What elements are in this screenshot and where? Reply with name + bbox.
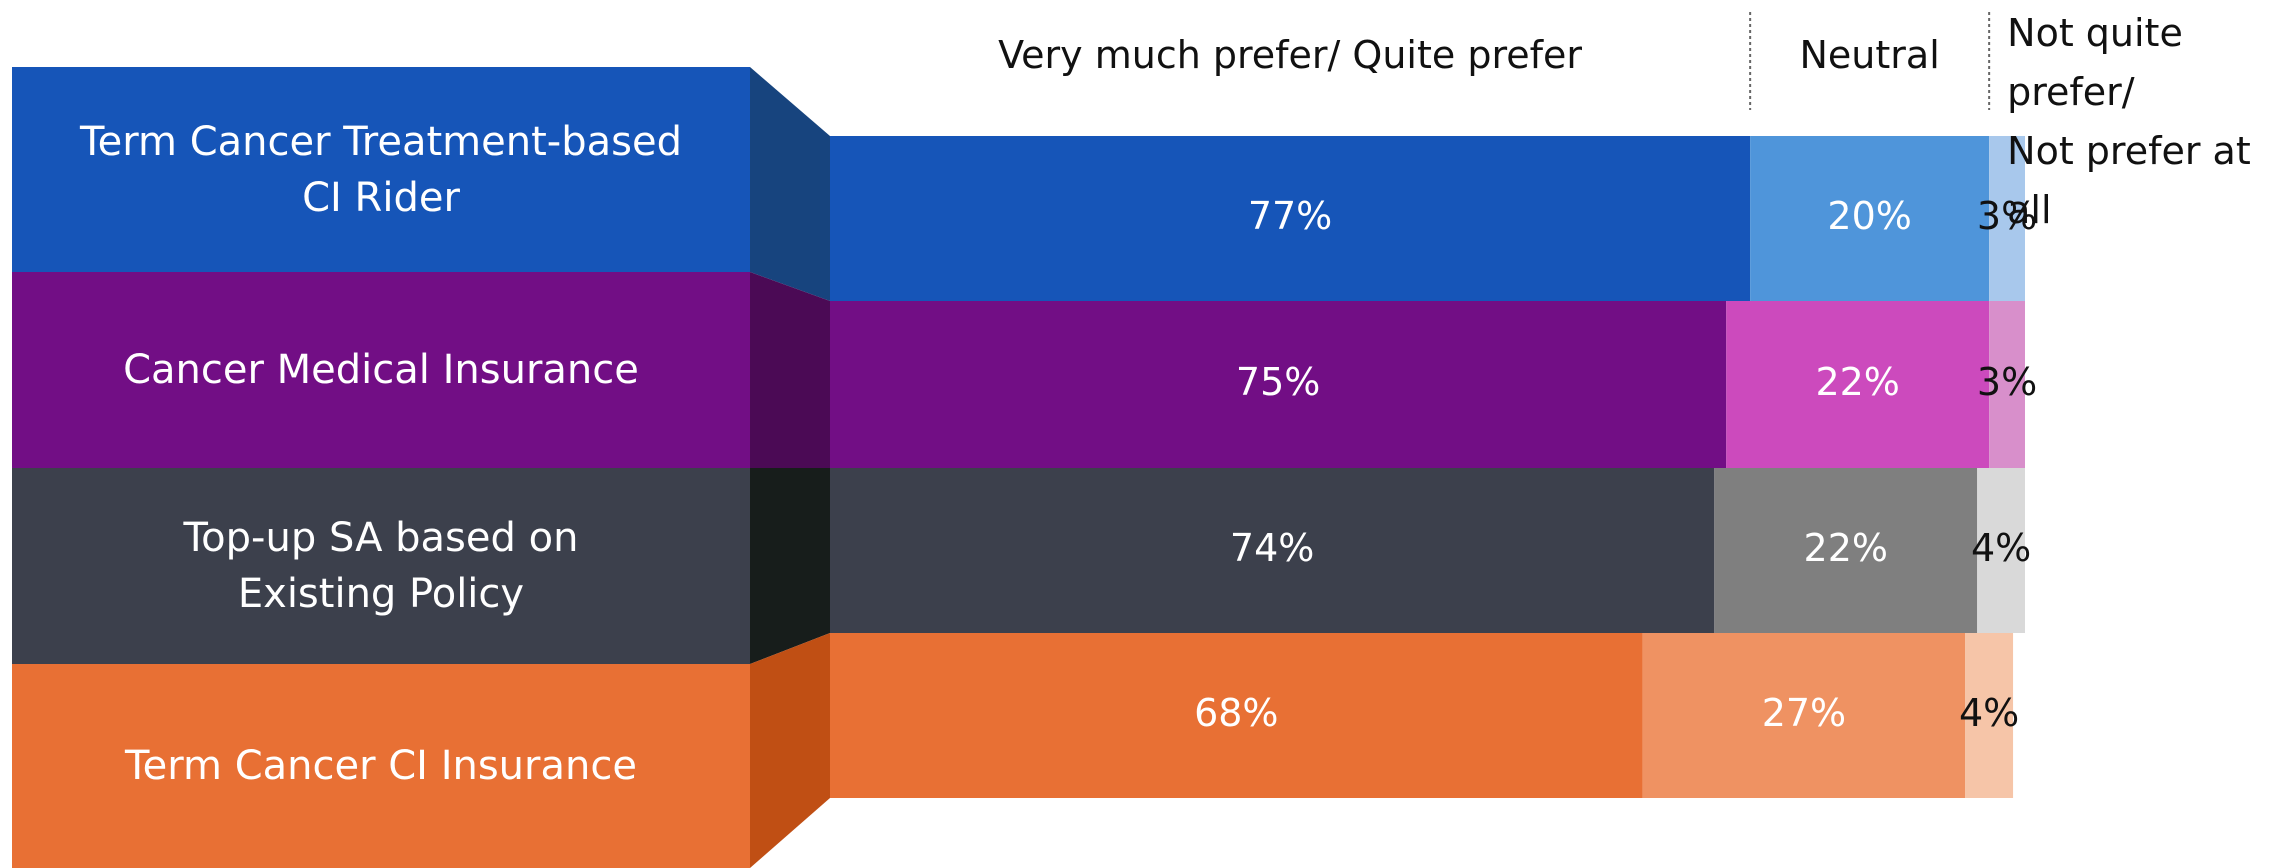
bar-segment [1965,633,2014,798]
bar-segment [1726,301,1990,468]
bar-segment [830,136,1751,301]
bar-segment [1714,468,1978,633]
category-side [750,633,830,868]
value-label: 74% [1230,526,1314,570]
value-label: 3% [1977,194,2037,238]
category-side [750,67,830,301]
bar-segment [1750,136,1990,301]
value-label: 22% [1815,360,1899,404]
bar-segment [1989,301,2025,468]
value-label: 77% [1248,194,1332,238]
category-side [750,468,830,664]
category-side [750,272,830,468]
value-label: 22% [1804,526,1888,570]
legend-entry: Not quite prefer/ Not prefer at all [2007,11,2251,232]
category-box [12,664,750,868]
value-label: 4% [1971,526,2031,570]
category-box [12,67,750,272]
value-label: 75% [1236,360,1320,404]
bar-segment [830,301,1727,468]
bar-segment [1977,468,2025,633]
category-box [12,468,750,664]
category-label: Cancer Medical Insurance [123,347,639,393]
value-label: 68% [1194,691,1278,735]
bar-segment [830,468,1715,633]
legend-entry: Neutral [1799,33,1940,77]
legend-entry: Very much prefer/ Quite prefer [998,33,1583,77]
bar-segment [830,633,1643,798]
value-label: 20% [1827,194,1911,238]
value-label: 4% [1959,691,2019,735]
category-box [12,272,750,468]
category-label: Term Cancer Treatment-based CI Rider [80,118,682,221]
bar-segment [1642,633,1966,798]
category-label: Term Cancer CI Insurance [125,743,637,789]
bar-segment [1989,136,2025,301]
category-label: Top-up SA based on Existing Policy [183,515,579,617]
value-label: 3% [1977,360,2037,404]
value-label: 27% [1762,691,1846,735]
